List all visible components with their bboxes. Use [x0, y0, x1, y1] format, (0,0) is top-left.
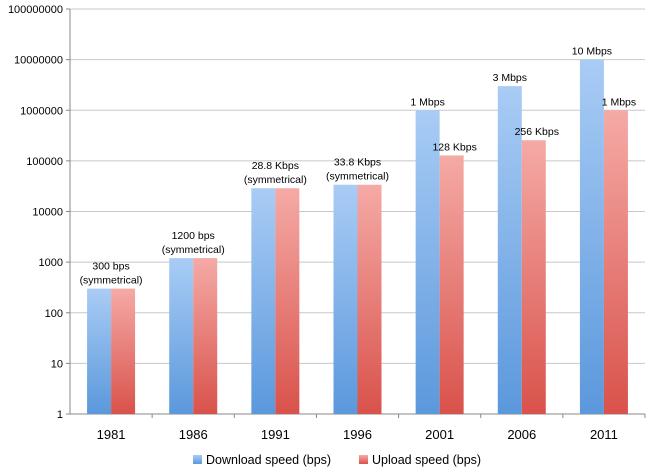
y-tick-label: 100000000: [8, 4, 63, 16]
upload-bar: [521, 140, 546, 414]
data-label: 33.8 Kbps: [334, 157, 381, 169]
y-tick-label: 1000000: [20, 105, 63, 117]
y-tick-label: 100000: [26, 156, 63, 168]
x-tick-label: 1991: [261, 427, 290, 442]
bars: [87, 59, 628, 414]
legend-swatch-upload: [359, 455, 368, 464]
download-bar: [87, 288, 112, 414]
data-label-download: 10 Mbps: [572, 46, 612, 58]
axes: 1 10 100 1000 10000 100000 1000000 10000000 1000…: [8, 4, 646, 442]
x-tick-label: 2006: [507, 427, 536, 442]
legend-label-download: Download speed (bps): [206, 453, 331, 467]
y-tick-label: 100: [45, 308, 63, 320]
data-label-upload: 1 Mbps: [602, 96, 636, 108]
upload-bar: [275, 188, 300, 414]
legend: Download speed (bps) Upload speed (bps): [193, 453, 481, 467]
data-label: (symmetrical): [326, 171, 389, 183]
data-label: 300 bps: [92, 261, 129, 273]
download-bar: [251, 188, 276, 414]
download-bar: [169, 258, 194, 414]
legend-swatch-download: [193, 455, 202, 464]
data-label-download: 1 Mbps: [410, 96, 444, 108]
x-tick-label: 2011: [590, 427, 618, 442]
data-label-download: 3 Mbps: [493, 72, 527, 84]
upload-bar: [357, 184, 382, 414]
upload-bar: [193, 258, 218, 414]
data-label: (symmetrical): [162, 244, 225, 256]
data-label: (symmetrical): [80, 275, 143, 287]
data-labels: 300 bps (symmetrical) 1200 bps (symmetrical…: [80, 46, 637, 287]
data-label: 28.8 Kbps: [252, 160, 299, 172]
legend-label-upload: Upload speed (bps): [372, 453, 481, 467]
y-tick-label: 10000000: [14, 55, 63, 67]
y-tick-label: 10: [51, 358, 63, 370]
upload-bar: [603, 110, 628, 414]
download-bar: [415, 110, 440, 414]
data-label: (symmetrical): [244, 174, 307, 186]
data-label-upload: 256 Kbps: [515, 126, 559, 138]
y-tick-label: 1000: [39, 257, 63, 269]
download-bar: [579, 59, 604, 414]
download-bar: [497, 86, 522, 414]
data-label: 1200 bps: [172, 230, 215, 242]
x-tick-label: 2001: [425, 427, 454, 442]
upload-bar: [111, 288, 136, 414]
x-tick-label: 1996: [343, 427, 372, 442]
y-tick-label: 1: [57, 409, 63, 421]
x-tick-label: 1986: [179, 427, 208, 442]
upload-bar: [439, 155, 464, 414]
data-label-upload: 128 Kbps: [432, 141, 476, 153]
x-tick-label: 1981: [97, 427, 126, 442]
download-bar: [333, 184, 358, 414]
y-tick-label: 10000: [32, 207, 63, 219]
